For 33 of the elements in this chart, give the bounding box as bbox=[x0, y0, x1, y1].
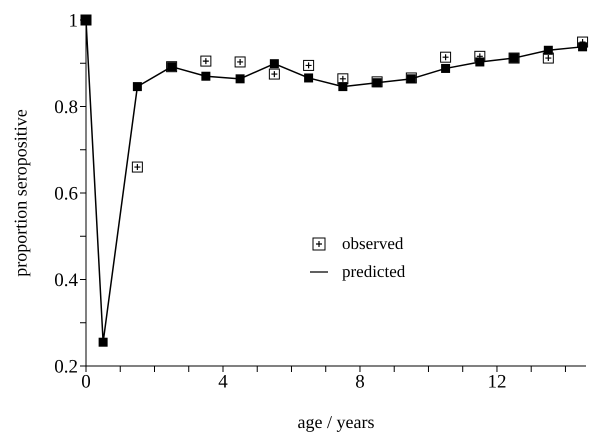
point bbox=[132, 82, 142, 92]
point bbox=[236, 74, 245, 84]
point bbox=[132, 162, 143, 173]
point bbox=[441, 64, 450, 73]
point bbox=[304, 73, 314, 82]
point bbox=[542, 52, 554, 64]
y-tick-label: 0.4 bbox=[54, 270, 78, 292]
point bbox=[201, 72, 210, 81]
y-tick-label: 0.2 bbox=[54, 356, 78, 378]
point bbox=[474, 50, 486, 62]
point bbox=[337, 73, 348, 84]
point bbox=[338, 82, 348, 92]
y-tick-label: 1 bbox=[68, 10, 78, 32]
point bbox=[303, 60, 314, 71]
point bbox=[475, 57, 484, 66]
point bbox=[98, 338, 108, 347]
point bbox=[270, 59, 279, 68]
point bbox=[234, 56, 246, 68]
point bbox=[544, 46, 553, 55]
point bbox=[578, 42, 588, 52]
point bbox=[200, 56, 212, 67]
point bbox=[440, 52, 452, 63]
point bbox=[268, 68, 280, 80]
legend-label: predicted bbox=[342, 262, 406, 282]
x-tick-label: 8 bbox=[355, 371, 365, 392]
y-tick-label: 0.8 bbox=[54, 97, 78, 118]
x-tick-label: 0 bbox=[81, 371, 91, 392]
legend-label: observed bbox=[342, 234, 404, 254]
x-tick-label: 4 bbox=[218, 371, 228, 392]
y-axis-title: proportion seropositive bbox=[10, 109, 30, 277]
x-tick-label: 12 bbox=[487, 371, 506, 392]
x-axis-title: age / years bbox=[298, 412, 374, 432]
y-tick-label: 0.6 bbox=[54, 184, 78, 205]
